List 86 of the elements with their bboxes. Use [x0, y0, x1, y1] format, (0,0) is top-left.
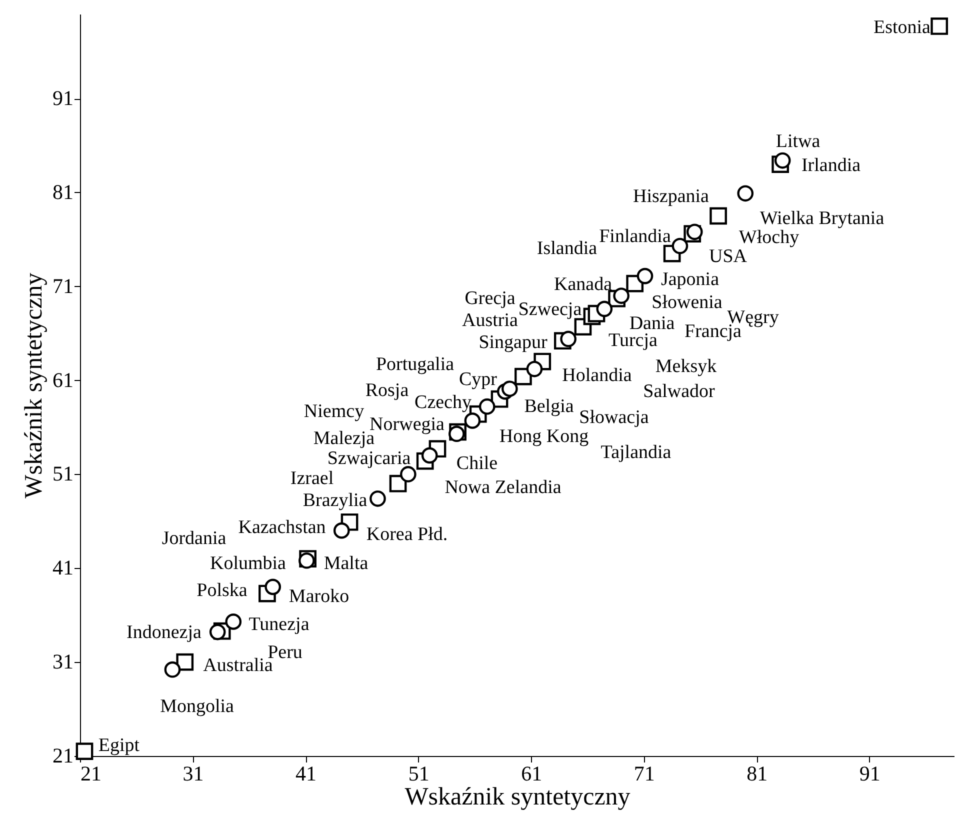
annotation: USA — [708, 246, 748, 267]
annotation: Portugalia — [376, 354, 455, 375]
annotation: Maroko — [288, 586, 350, 607]
annotation: Hiszpania — [633, 186, 710, 207]
annotation: Japonia — [660, 269, 720, 290]
annotation: Holandia — [562, 365, 632, 386]
y-axis-title: Wskaźnik syntetyczny — [20, 272, 48, 498]
x-tick-label: 51 — [408, 762, 430, 786]
point — [613, 288, 630, 304]
point — [502, 380, 518, 397]
annotation: Singapur — [478, 332, 548, 353]
y-tick-label: 41 — [52, 556, 74, 580]
point — [225, 614, 242, 630]
annotation: Estonia — [874, 17, 932, 38]
annotation: Litwa — [776, 131, 821, 152]
x-tick-label: 81 — [746, 762, 768, 786]
annotation: Meksyk — [655, 356, 718, 377]
annotation: Salwador — [643, 381, 716, 402]
point — [333, 522, 350, 539]
annotation: Szwajcaria — [327, 448, 412, 469]
x-tick-label: 41 — [296, 762, 317, 786]
x-tick-label: 71 — [634, 762, 655, 786]
point — [164, 661, 181, 678]
annotation: Polska — [196, 580, 248, 601]
annotation: Szwecja — [518, 299, 582, 320]
point — [209, 624, 226, 640]
x-tick-label: 91 — [859, 762, 880, 786]
point — [737, 185, 754, 202]
point — [672, 238, 688, 254]
x-tick-label: 61 — [521, 762, 542, 786]
annotation: Brazylia — [302, 490, 368, 511]
annotation: Mongolia — [160, 696, 235, 717]
annotation: Kolumbia — [210, 553, 287, 574]
annotation: Czechy — [414, 392, 472, 413]
y-tick-label: 91 — [52, 86, 74, 110]
point — [710, 207, 727, 225]
annotation: Chile — [456, 453, 498, 474]
y-tick-label: 31 — [52, 650, 74, 674]
point — [176, 653, 194, 671]
point — [421, 447, 438, 464]
y-tick-label: 51 — [52, 462, 74, 486]
x-axis-title: Wskaźnik syntetyczny — [404, 784, 631, 810]
annotation: Korea Płd. — [366, 524, 448, 545]
y-tick-label: 81 — [52, 180, 74, 204]
annotation: Cypr — [459, 369, 498, 390]
annotation: Kazachstan — [238, 517, 326, 538]
annotation: Hong Kong — [499, 426, 590, 447]
annotation: Egipt — [98, 735, 140, 756]
point — [264, 578, 282, 596]
annotation: Nowa Zelandia — [444, 477, 562, 498]
annotation: Słowacja — [579, 407, 650, 428]
y-tick-label: 71 — [52, 274, 74, 298]
annotation: Belgia — [524, 396, 574, 417]
annotation: Włochy — [738, 227, 800, 248]
annotation: Jordania — [162, 528, 227, 549]
point — [464, 412, 481, 429]
point — [76, 742, 94, 760]
point — [774, 152, 791, 169]
annotation: Słowenia — [652, 292, 723, 313]
point — [526, 360, 543, 378]
annotation: Wielka Brytania — [760, 208, 885, 229]
annotation: Indonezja — [126, 622, 202, 643]
annotation: Tajlandia — [600, 442, 672, 463]
point — [636, 268, 654, 284]
annotation: Kanada — [554, 274, 613, 295]
annotation: Niemcy — [304, 401, 365, 422]
point — [596, 300, 613, 318]
point — [400, 466, 416, 482]
annotation: Austria — [462, 310, 519, 331]
annotation: Tunezja — [248, 614, 310, 635]
annotation: Islandia — [536, 238, 598, 259]
annotation: Peru — [268, 642, 303, 663]
x-tick-label: 31 — [182, 762, 204, 786]
point — [370, 490, 386, 507]
annotation: Rosja — [365, 380, 410, 401]
y-tick-label: 61 — [52, 368, 74, 392]
x-tick-label: 21 — [80, 762, 102, 786]
annotation: Irlandia — [801, 155, 862, 176]
annotation: Izrael — [290, 468, 334, 489]
point — [930, 18, 948, 35]
y-tick-label: 21 — [52, 744, 74, 768]
annotation: Finlandia — [599, 226, 672, 247]
point — [560, 330, 576, 348]
annotation: Grecja — [464, 288, 516, 309]
annotation: Malta — [324, 553, 369, 574]
point — [478, 398, 496, 415]
